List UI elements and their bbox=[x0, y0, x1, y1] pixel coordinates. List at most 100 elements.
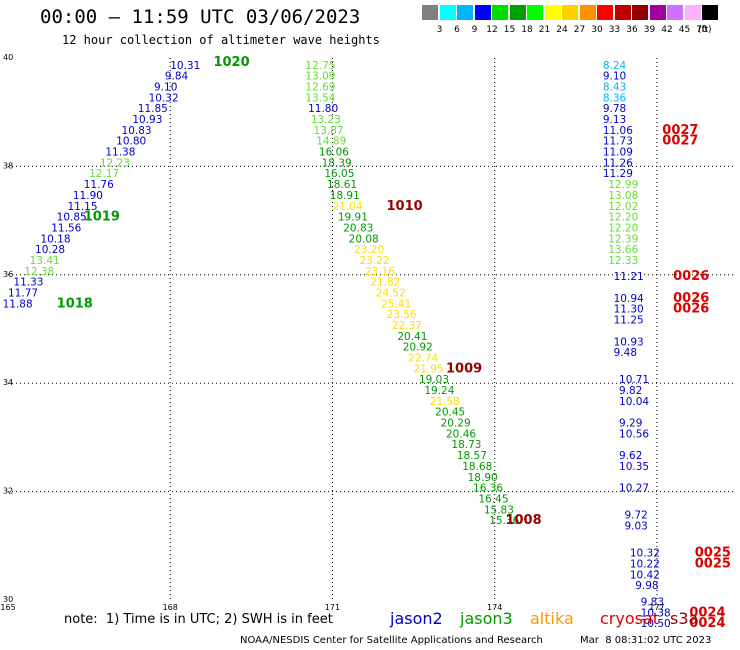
y-tick-label: 40 bbox=[3, 53, 13, 62]
data-point-label: 21.04 bbox=[332, 201, 362, 213]
x-tick-label: 165 bbox=[0, 603, 15, 612]
annotation-label: 1019 bbox=[84, 210, 120, 225]
data-point-label: 12.75 bbox=[305, 60, 335, 72]
colorbar-swatch bbox=[544, 5, 561, 20]
data-point-label: 8.43 bbox=[603, 82, 626, 94]
data-point-label: 18.61 bbox=[327, 179, 357, 191]
data-point-label: 10.22 bbox=[630, 558, 660, 570]
colorbar-swatch bbox=[684, 5, 701, 20]
note-text: note: 1) Time is in UTC; 2) SWH is in fe… bbox=[64, 612, 333, 627]
data-point-label: 13.87 bbox=[314, 125, 344, 137]
data-point-label: 18.39 bbox=[322, 157, 352, 169]
data-point-label: 10.93 bbox=[614, 336, 644, 348]
data-point-label: 18.91 bbox=[330, 190, 360, 202]
data-point-label: 13.66 bbox=[608, 244, 638, 256]
data-point-label: 11.90 bbox=[73, 190, 103, 202]
data-point-label: 10.94 bbox=[614, 293, 644, 305]
data-point-label: 10.27 bbox=[619, 483, 649, 495]
data-point-label: 18.90 bbox=[468, 472, 498, 484]
satellite-legend-item: s3a bbox=[670, 609, 699, 628]
data-point-label: 12.02 bbox=[608, 201, 638, 213]
y-tick-label: 32 bbox=[3, 487, 13, 496]
annotation-label: 0026 bbox=[673, 269, 709, 284]
satellite-legend-item: jason3 bbox=[460, 609, 513, 628]
data-point-label: 11.26 bbox=[603, 157, 633, 169]
colorbar-swatch bbox=[614, 5, 631, 20]
data-point-label: 15.83 bbox=[484, 504, 514, 516]
data-point-label: 11.09 bbox=[603, 147, 633, 159]
x-tick-label: 174 bbox=[487, 603, 502, 612]
data-point-label: 9.82 bbox=[619, 385, 642, 397]
data-point-label: 11.76 bbox=[84, 179, 114, 191]
colorbar-swatch bbox=[579, 5, 596, 20]
data-point-label: 21.58 bbox=[430, 396, 460, 408]
annotation-label: 0025 bbox=[695, 546, 731, 561]
data-point-label: 12.23 bbox=[100, 157, 130, 169]
data-point-label: 13.09 bbox=[305, 71, 335, 83]
annotation-label: 1008 bbox=[505, 513, 541, 528]
data-point-label: 13.54 bbox=[305, 92, 335, 104]
annotation-label: 0027 bbox=[662, 134, 698, 149]
colorbar-unit: (ft) bbox=[698, 25, 712, 35]
data-point-label: 11.21 bbox=[614, 271, 644, 283]
data-point-label: 12.99 bbox=[608, 179, 638, 191]
colorbar-swatch bbox=[649, 5, 666, 20]
data-point-label: 19.03 bbox=[419, 374, 449, 386]
data-point-label: 9.78 bbox=[603, 103, 626, 115]
y-tick-label: 34 bbox=[3, 378, 13, 387]
colorbar-label: 9 bbox=[471, 25, 478, 35]
annotation-label: 0025 bbox=[695, 556, 731, 571]
data-point-label: 10.50 bbox=[641, 618, 671, 630]
chart-subtitle: 12 hour collection of altimeter wave hei… bbox=[62, 33, 380, 47]
data-point-label: 22.74 bbox=[408, 353, 438, 365]
data-point-label: 18.57 bbox=[457, 450, 487, 462]
colorbar-swatch bbox=[702, 5, 718, 20]
data-point-label: 19.24 bbox=[424, 385, 454, 397]
data-point-label: 12.20 bbox=[608, 222, 638, 234]
data-point-label: 12.69 bbox=[305, 82, 335, 94]
colorbar-swatch bbox=[492, 5, 508, 20]
colorbar-swatch bbox=[527, 5, 543, 20]
colorbar-swatch bbox=[667, 5, 683, 20]
data-point-label: 20.83 bbox=[343, 222, 373, 234]
data-point-label: 11.25 bbox=[614, 315, 644, 327]
footer-credit: NOAA/NESDIS Center for Satellite Applica… bbox=[240, 635, 543, 646]
data-point-label: 10.42 bbox=[630, 569, 660, 581]
data-point-label: 9.48 bbox=[614, 347, 637, 359]
data-point-label: 10.38 bbox=[641, 607, 671, 619]
data-point-label: 16.05 bbox=[324, 168, 354, 180]
data-point-label: 10.35 bbox=[619, 461, 649, 473]
data-point-label: 13.08 bbox=[608, 190, 638, 202]
colorbar-swatch bbox=[457, 5, 473, 20]
data-point-label: 11.33 bbox=[13, 277, 43, 289]
data-point-label: 11.80 bbox=[308, 103, 338, 115]
x-tick-label: 177 bbox=[649, 603, 664, 612]
data-point-label: 9.29 bbox=[619, 418, 642, 430]
data-point-label: 9.10 bbox=[603, 71, 626, 83]
colorbar-label: 27 bbox=[573, 25, 586, 35]
colorbar-swatch bbox=[562, 5, 578, 20]
colorbar-label: 45 bbox=[678, 25, 691, 35]
data-point-label: 9.13 bbox=[603, 114, 626, 126]
data-point-label: 14.89 bbox=[316, 136, 346, 148]
y-tick-label: 30 bbox=[3, 595, 13, 604]
data-point-label: 15.36 bbox=[489, 515, 519, 527]
data-point-label: 11.38 bbox=[105, 147, 135, 159]
data-point-label: 21.82 bbox=[370, 277, 400, 289]
data-point-label: 12.20 bbox=[608, 212, 638, 224]
data-point-label: 9.10 bbox=[154, 82, 177, 94]
data-point-label: 9.03 bbox=[624, 521, 647, 533]
colorbar-label: 30 bbox=[591, 25, 603, 35]
data-point-label: 16.45 bbox=[478, 493, 508, 505]
data-point-label: 12.39 bbox=[608, 233, 638, 245]
satellite-legend-item: altika bbox=[530, 609, 574, 628]
y-tick-label: 38 bbox=[3, 161, 13, 170]
data-point-label: 11.73 bbox=[603, 136, 633, 148]
data-point-label: 20.41 bbox=[397, 331, 427, 343]
data-point-label: 10.28 bbox=[35, 244, 65, 256]
data-point-label: 24.52 bbox=[376, 287, 406, 299]
colorbar-swatch bbox=[597, 5, 613, 20]
data-point-label: 21.95 bbox=[414, 363, 444, 375]
data-point-label: 16.36 bbox=[473, 483, 503, 495]
